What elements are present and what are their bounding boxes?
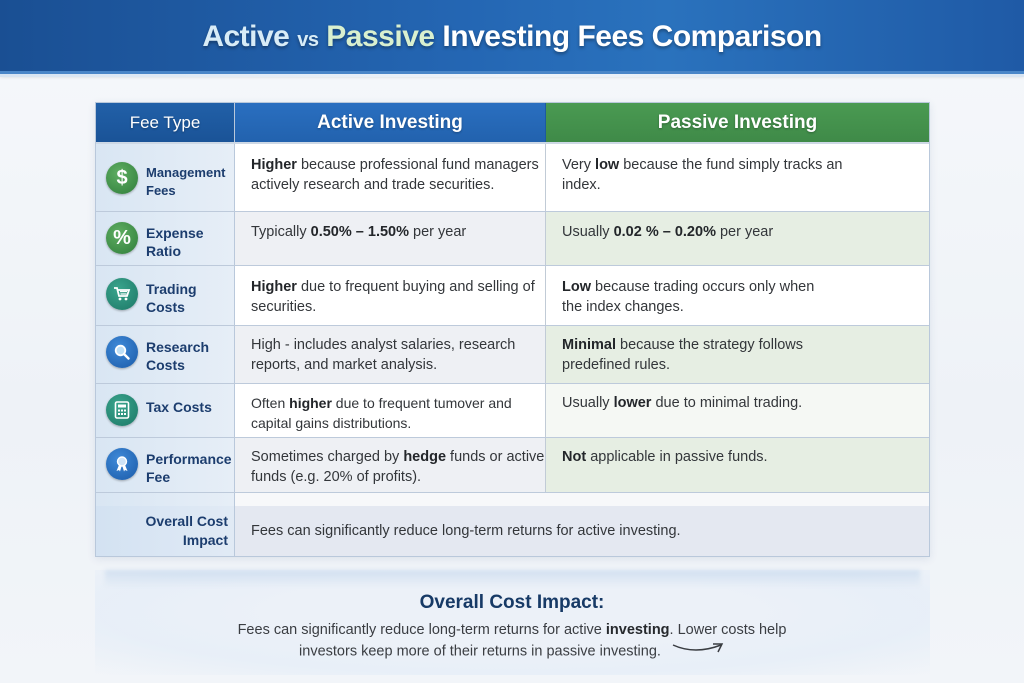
fee-type-line: Fees [146, 183, 176, 198]
header-passive-investing: Passive Investing [546, 103, 929, 142]
fee-type-line: Research [146, 339, 210, 355]
fee-type-label: Research Costs [146, 338, 209, 374]
title-active-word: Active [202, 20, 290, 53]
fee-type-cell: Performance Fee [96, 438, 235, 492]
calculator-icon [106, 394, 138, 426]
fee-type-label: Trading Costs [146, 280, 197, 316]
footer-line1-pre: Fees can significantly reduce long-term … [237, 622, 606, 638]
award-medal-icon [106, 448, 138, 480]
magnifier-icon [106, 336, 138, 368]
title-passive-word: Passive [326, 20, 435, 53]
fee-type-label: Management Fees [146, 164, 225, 200]
table-header-row: Fee Type Active Investing Passive Invest… [96, 103, 929, 144]
curved-arrow-icon [671, 641, 725, 662]
fees-comparison-table: Fee Type Active Investing Passive Invest… [95, 102, 930, 557]
passive-cell: Minimal because the strategy follows pre… [546, 326, 929, 383]
table-row-trading-costs: Trading Costs Higher due to frequent buy… [96, 266, 929, 326]
table-row-tax-costs: Tax Costs Often higher due to frequent t… [96, 384, 929, 438]
header-active-investing: Active Investing [235, 103, 546, 142]
fee-type-line: Tax Costs [146, 399, 212, 415]
fee-type-line: Expense [146, 225, 204, 241]
active-cell: High - includes analyst salaries, resear… [235, 326, 546, 383]
footer-line1-bold: investing [605, 622, 670, 638]
fee-type-line: Performance [146, 451, 232, 467]
fee-type-line: Costs [146, 299, 185, 315]
fee-type-line: Fee [146, 469, 171, 485]
fee-type-cell: Trading Costs [96, 266, 235, 325]
fee-type-cell: % Expense Ratio [96, 212, 235, 265]
fee-type-label: Expense Ratio [146, 224, 204, 260]
page-title: Active vs Passive Investing Fees Compari… [0, 20, 1024, 54]
active-cell: Higher due to frequent buying and sellin… [235, 266, 546, 325]
fee-type-line: Trading [146, 281, 197, 297]
active-cell: Often higher due to frequent tumover and… [235, 384, 546, 437]
summary-label-line: Impact [182, 532, 228, 548]
title-vs-word: vs [297, 29, 319, 51]
active-cell: Typically 0.50% – 1.50% per year [235, 212, 546, 265]
fee-type-cell: Research Costs [96, 326, 235, 383]
passive-cell: Very low because the fund simply tracks … [546, 144, 929, 211]
fee-type-cell: $ Management Fees [96, 144, 235, 211]
passive-cell: Usually lower due to minimal trading. [546, 384, 929, 437]
table-row-research-costs: Research Costs High - includes analyst s… [96, 326, 929, 384]
fee-type-label: Performance Fee [146, 450, 232, 486]
active-cell: Sometimes charged by hedge funds or acti… [235, 438, 546, 492]
active-cell: Higher because professional fund manager… [235, 144, 546, 211]
passive-cell: Low because trading occurs only when the… [546, 266, 929, 325]
dollar-icon: $ [106, 162, 138, 194]
title-banner [0, 0, 1024, 77]
footer-panel [95, 570, 930, 675]
table-row-management-fees: $ Management Fees Higher because profess… [96, 144, 929, 212]
passive-cell: Not applicable in passive funds. [546, 438, 929, 492]
summary-text: Fees can significantly reduce long-term … [235, 506, 929, 556]
footer-line1-post: . Lower costs help [669, 622, 787, 638]
fee-type-line: Management [146, 165, 226, 180]
spacer-cell [235, 493, 929, 506]
table-row-overall-cost-impact: Overall Cost Impact Fees can significant… [96, 506, 929, 556]
table-row-expense-ratio: % Expense Ratio Typically 0.50% – 1.50% … [96, 212, 929, 266]
fee-type-label: Tax Costs [146, 398, 212, 416]
fee-type-line: Costs [146, 357, 185, 373]
percent-icon: % [106, 222, 138, 254]
summary-label: Overall Cost Impact [96, 506, 235, 556]
footer-line2: investors keep more of their returns in … [299, 643, 661, 660]
fee-type-line: Ratio [146, 243, 181, 259]
spacer-cell [96, 493, 235, 506]
summary-label-line: Overall Cost [145, 513, 228, 529]
shopping-cart-icon [106, 278, 138, 310]
fee-type-cell: Tax Costs [96, 384, 235, 437]
table-row-performance-fee: Performance Fee Sometimes charged by hed… [96, 438, 929, 493]
header-fee-type: Fee Type [96, 103, 235, 142]
table-spacer-row [96, 493, 929, 506]
footer-text: Fees can significantly reduce long-term … [0, 620, 1024, 662]
title-rest: Investing Fees Comparison [442, 20, 822, 53]
passive-cell: Usually 0.02 % – 0.20% per year [546, 212, 929, 265]
footer-title: Overall Cost Impact: [419, 592, 605, 613]
